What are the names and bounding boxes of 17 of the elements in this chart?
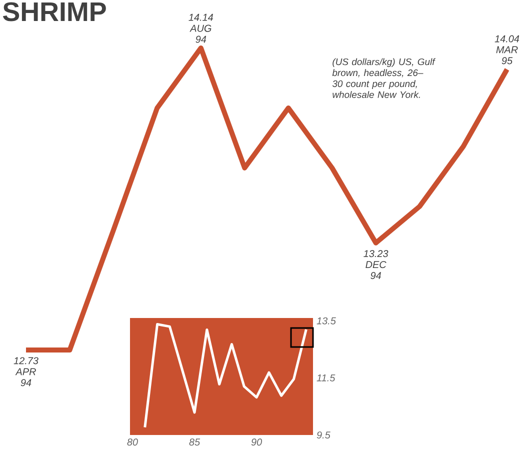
x-tick-label: APR 94: [15, 368, 36, 386]
chart-title: SHRIMP: [2, 2, 106, 22]
annotation: (US dollars/kg) US, Gulf brown, headless, 26–30 count per pound, wholesale New York.: [332, 58, 436, 98]
y-tick-label: 13.5: [316, 317, 336, 324]
data-label: 13.23: [364, 250, 388, 258]
y-tick-label: 9.5: [316, 431, 330, 439]
x-tick-label: 90: [251, 438, 262, 446]
x-tick-label: 85: [189, 438, 200, 446]
x-tick-label: AUG 94: [190, 24, 212, 43]
x-tick-label: 80: [127, 438, 138, 446]
line-series: [144, 323, 308, 429]
data-label: 12.73: [14, 357, 38, 364]
x-tick-label: MAR 95: [496, 46, 518, 64]
y-tick-label: 11.5: [316, 374, 336, 382]
data-label: 14.14: [188, 14, 214, 21]
data-label: 14.04: [494, 35, 520, 42]
x-tick-label: DEC 94: [366, 261, 386, 280]
